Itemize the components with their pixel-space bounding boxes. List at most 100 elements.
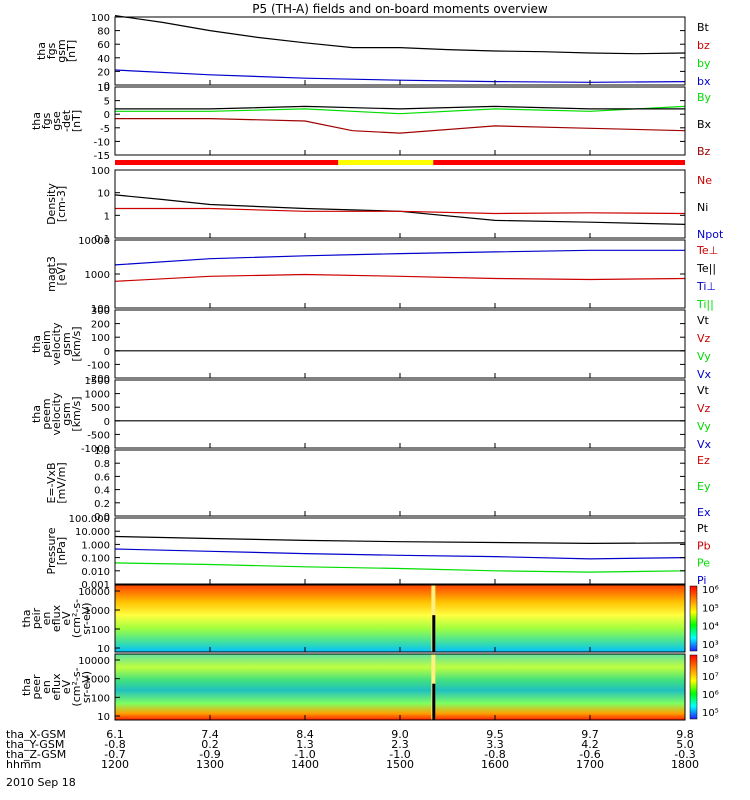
panel-temp: 100 1000 10000 Te⊥ Te|| Ti⊥ Ti|| magt3[eV] — [45, 236, 718, 315]
evxb-tick-label: 1.0 — [94, 446, 110, 457]
temp-ylabel: magt3 — [45, 256, 58, 292]
pressure-series-Pi — [114, 548, 686, 560]
fgs-legend-1: bz — [697, 39, 710, 52]
mode-bar — [115, 160, 685, 165]
peim-legend-0: Vt — [697, 314, 710, 327]
peim-ylabel: tha — [30, 335, 43, 353]
fgsdet-legend-2: Bz — [697, 145, 711, 158]
temp-tick-label: 100 — [91, 304, 110, 315]
peem-ylabel: tha — [30, 405, 43, 423]
xaxis-row-label: hhmm — [6, 758, 41, 771]
xaxis-value: 1600 — [481, 758, 509, 771]
peer-tick-label: 10000 — [78, 656, 110, 667]
evxb-legend-1: Ey — [697, 480, 711, 493]
fgsdet-ylabel: gse — [50, 111, 63, 131]
mode-bar-red — [433, 160, 685, 165]
peir-tick-label: 1000 — [85, 606, 110, 617]
xaxis-value: 1300 — [196, 758, 224, 771]
peem-legend-3: Vx — [697, 438, 712, 451]
fgs-legend-2: by — [697, 57, 711, 70]
density-series-Ne — [115, 207, 686, 215]
peir-ylabel: eV — [60, 611, 73, 626]
peim-tick-label: 0 — [104, 347, 110, 358]
xaxis-value: 9.8 — [676, 728, 694, 741]
xaxis-value: -0.8 — [104, 738, 125, 751]
fgs-tick-label: 40 — [97, 54, 110, 65]
peir-gap — [432, 615, 436, 652]
fgsdet-tick-label: -15 — [94, 151, 110, 162]
peem-legend-1: Vz — [697, 402, 711, 415]
density-tick-label: 100 — [91, 166, 110, 177]
pressure-tick-label: 0.001 — [81, 580, 110, 591]
peem-tick-label: 0 — [104, 417, 110, 428]
fgsdet-tick-label: 10 — [97, 83, 110, 94]
pressure-legend-1: Pb — [697, 539, 711, 552]
evxb-tick-label: 0.6 — [94, 472, 110, 483]
density-legend-2: Npot — [697, 228, 724, 241]
evxb-plot-area — [115, 450, 685, 516]
peem-legend-2: Vy — [697, 420, 711, 433]
evxb-legend-2: Ex — [697, 506, 711, 519]
pressure-tick-label: 0.010 — [81, 567, 110, 578]
xaxis-value: 1500 — [386, 758, 414, 771]
panel-pressure: 0.001 0.010 0.100 1.000 10.000 100.000 Pt Pb Pe P… — [45, 514, 711, 591]
xaxis-value: 9.0 — [391, 728, 409, 741]
fgsdet-series-Bz — [115, 117, 686, 134]
fgsdet-series-By — [115, 105, 686, 115]
peim-tick-label: -100 — [87, 360, 110, 371]
panel-peer: 10⁵ 10⁶ 10⁷ 10⁸ 10 100 1000 10000 thapeereneflux… — [20, 653, 719, 723]
fgs-tick-label: 80 — [97, 27, 110, 38]
density-ylabel: [cm-3] — [55, 186, 68, 222]
xaxis-value: 7.4 — [201, 728, 219, 741]
xaxis-value: 1700 — [576, 758, 604, 771]
density-legend-1: Ni — [697, 201, 708, 214]
xaxis-value: 3.3 — [486, 738, 504, 751]
fgs-legend-0: Bt — [697, 21, 710, 34]
xaxis-value: -1.0 — [389, 748, 410, 761]
peir-ylabel: en — [40, 612, 53, 626]
fgsdet-tick-label: 0 — [104, 110, 110, 121]
peer-colorbar-label: 10⁵ — [702, 708, 719, 719]
peer-gap — [432, 683, 436, 720]
peer-colorbar-label: 10⁷ — [702, 672, 719, 683]
peem-tick-label: -500 — [87, 430, 110, 441]
peim-ylabel: gsm — [60, 332, 73, 355]
xaxis-value: 1800 — [671, 758, 699, 771]
pressure-tick-label: 0.100 — [81, 554, 110, 565]
peer-heatmap — [115, 654, 685, 720]
peem-tick-label: 500 — [91, 403, 110, 414]
evxb-frame — [114, 449, 686, 517]
panel-peim: -200 -100 0 100 200 300 Vt Vz Vy Vx thapeimvelocit… — [30, 306, 712, 385]
xaxis-value: 5.0 — [676, 738, 694, 751]
peir-heatmap — [115, 585, 685, 652]
peem-tick-label: -1000 — [81, 444, 110, 455]
fgs-ylabel: tha — [35, 42, 48, 60]
peim-ylabel: velocity — [50, 322, 63, 365]
panel-evxb: 0.0 0.2 0.4 0.6 0.8 1.0 Ez Ey Ex E=-VxB[mV/m] — [45, 446, 711, 523]
peir-tick-label: 10000 — [78, 587, 110, 598]
peim-frame — [114, 309, 686, 379]
peer-ylabel: tha — [20, 678, 33, 696]
xaxis-value: -0.3 — [674, 748, 695, 761]
peir-colorbar — [689, 585, 698, 652]
peir-tick-label: 100 — [91, 625, 110, 636]
fgsdet-legend-0: By — [697, 91, 712, 104]
xaxis-value: 9.5 — [486, 728, 504, 741]
peim-ylabel: [km/s] — [70, 326, 83, 361]
temp-ylabel: [eV] — [55, 263, 68, 286]
evxb-ylabel: [mV/m] — [55, 462, 68, 503]
xaxis-value: 6.1 — [106, 728, 124, 741]
pressure-series-Pe — [114, 562, 686, 573]
xaxis-value: -0.9 — [199, 748, 220, 761]
peem-ylabel: [km/s] — [70, 396, 83, 431]
panel-density: 0.1 1 10 100 Ne Ni Npot Density[cm-3] — [45, 166, 724, 245]
peir-ylabel: peir — [30, 607, 43, 629]
date-label: 2010 Sep 18 — [6, 776, 76, 789]
plot-title: P5 (TH-A) fields and on-board moments ov… — [252, 2, 548, 16]
peim-tick-label: -200 — [87, 374, 110, 385]
temp-series-Te⊥ — [114, 273, 686, 282]
xaxis-value: 9.7 — [581, 728, 599, 741]
xaxis-value: 0.2 — [201, 738, 219, 751]
peem-plot-area — [115, 380, 685, 448]
peim-tick-label: 200 — [91, 320, 110, 331]
